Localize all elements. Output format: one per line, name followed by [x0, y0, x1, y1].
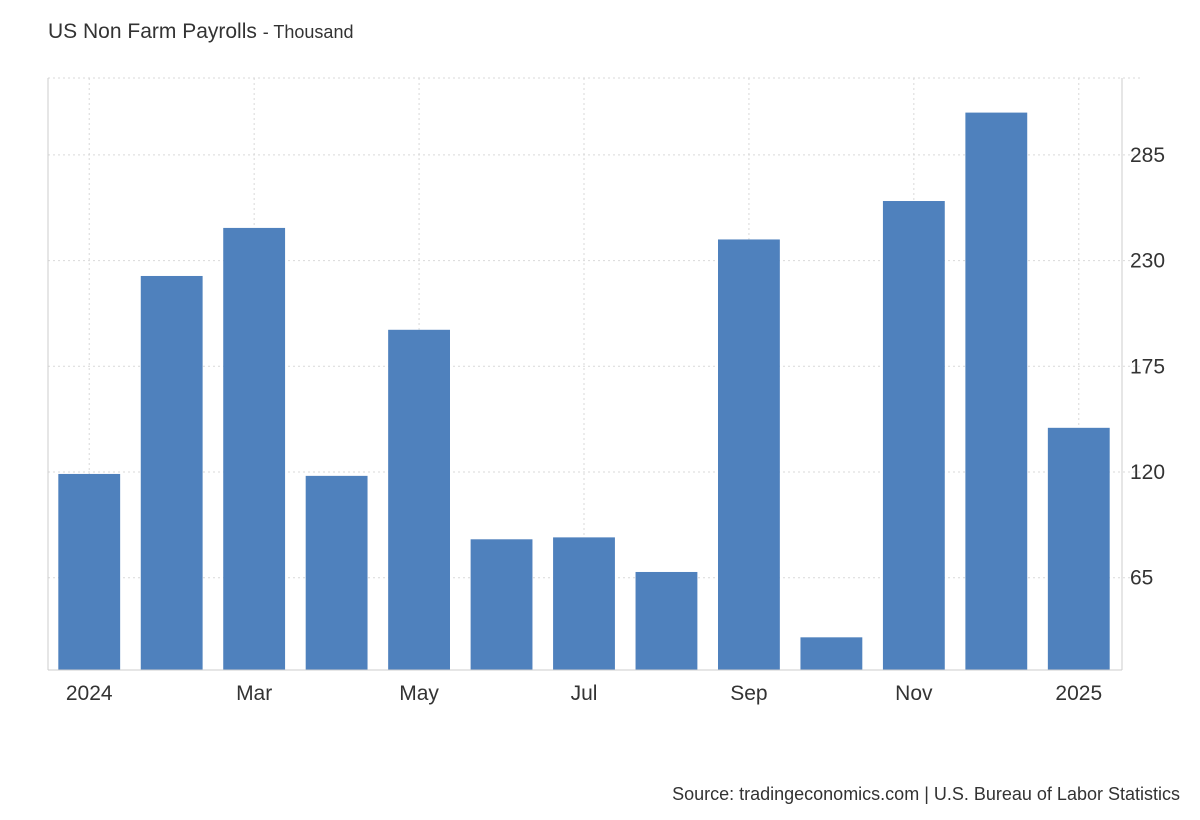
y-tick-labels: 65 120 175 230 285: [1130, 144, 1165, 590]
y-tick-label: 175: [1130, 355, 1165, 378]
y-tick-label: 230: [1130, 250, 1165, 273]
y-tick-label: 120: [1130, 461, 1165, 484]
x-tick-label: 2025: [1055, 682, 1102, 705]
x-tick-label: Jul: [571, 682, 598, 705]
source-note: Source: tradingeconomics.com | U.S. Bure…: [672, 784, 1180, 804]
x-tick-label: 2024: [66, 682, 113, 705]
bar-2024-09: [718, 239, 780, 671]
x-tick-label: Nov: [895, 682, 933, 705]
bar-2024-05: [388, 329, 450, 670]
bar-2024-07: [553, 537, 615, 670]
x-tick-label: May: [399, 682, 439, 705]
axes: [47, 78, 1123, 671]
bar-2024-04: [305, 475, 368, 670]
bar-2024-06: [470, 539, 533, 670]
bar-2025-01: [1047, 427, 1110, 670]
title-text: US Non Farm Payrolls: [48, 20, 257, 43]
bar-2024-12: [965, 112, 1028, 670]
bar-2024-10: [800, 637, 863, 670]
bar-2024-02: [140, 275, 203, 670]
bar-2024-01: [58, 473, 121, 670]
x-tick-label: Mar: [236, 682, 272, 705]
bar-2024-11: [882, 201, 945, 670]
bar-2024-03: [223, 227, 286, 671]
y-tick-label: 285: [1130, 144, 1165, 167]
y-tick-label: 65: [1130, 567, 1153, 590]
bars: [58, 112, 1110, 671]
bar-2024-08: [635, 571, 698, 670]
unit-label: - Thousand: [262, 22, 354, 42]
chart-title: US Non Farm Payrolls - Thousand: [48, 20, 353, 44]
x-tick-label: Sep: [730, 682, 767, 705]
x-tick-labels: 2024 Mar May Jul Sep Nov 2025: [66, 682, 1102, 705]
